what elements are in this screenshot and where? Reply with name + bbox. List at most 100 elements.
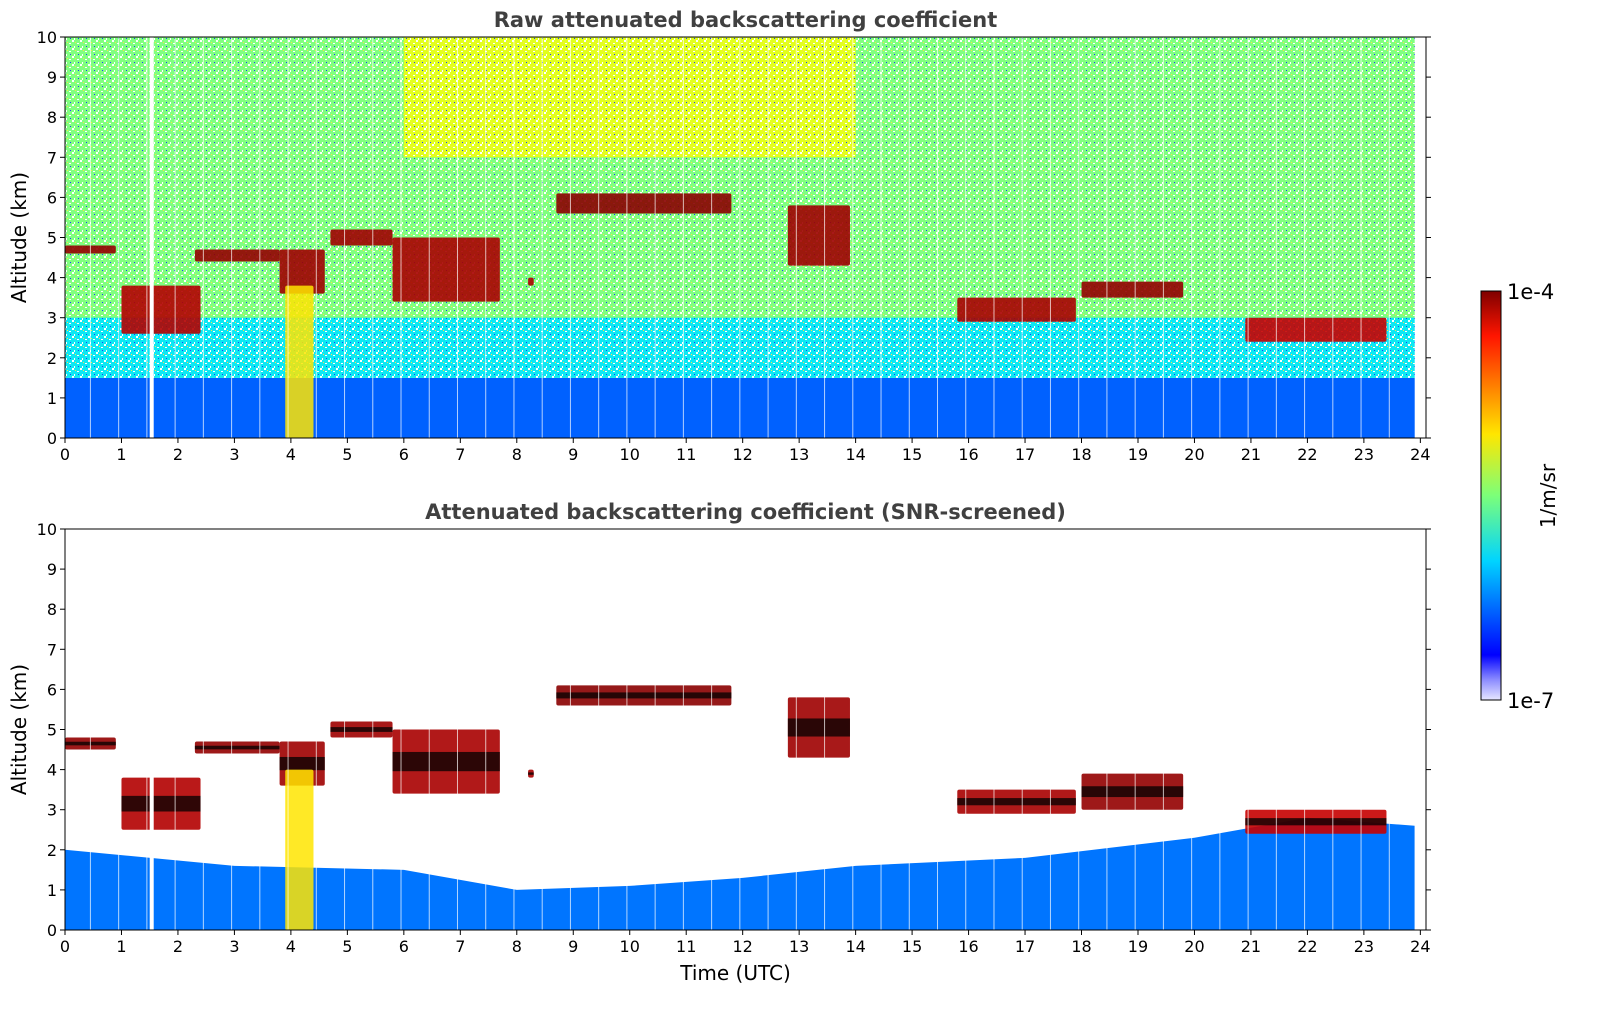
x-tick-label: 18 — [1071, 937, 1091, 956]
x-tick-label: 1 — [116, 937, 126, 956]
y-tick-label: 3 — [47, 309, 57, 328]
y-tick-label: 0 — [47, 921, 57, 940]
x-tick-label: 19 — [1128, 937, 1148, 956]
x-tick-label: 20 — [1184, 937, 1204, 956]
data-gap — [149, 37, 154, 438]
colorbar-min-label: 1e-7 — [1507, 689, 1554, 713]
x-tick-label: 7 — [455, 445, 465, 464]
cloud-5-core — [330, 727, 393, 732]
x-tick-label: 1 — [116, 445, 126, 464]
x-tick-label: 21 — [1241, 445, 1261, 464]
cloud-4 — [279, 249, 325, 294]
x-tick-label: 2 — [173, 445, 183, 464]
y-tick-label: 9 — [47, 68, 57, 87]
x-tick-label: 11 — [676, 445, 696, 464]
chart-title: Raw attenuated backscattering coefficien… — [494, 8, 998, 32]
x-tick-label: 10 — [620, 445, 640, 464]
y-tick-label: 2 — [47, 841, 57, 860]
x-tick-label: 23 — [1354, 445, 1374, 464]
y-tick-label: 7 — [47, 640, 57, 659]
y-tick-label: 8 — [47, 108, 57, 127]
x-tick-label: 20 — [1184, 445, 1204, 464]
y-axis-label: Altitude (km) — [7, 172, 31, 303]
x-tick-label: 24 — [1410, 937, 1430, 956]
x-tick-label: 15 — [902, 937, 922, 956]
y-tick-label: 1 — [47, 881, 57, 900]
x-tick-label: 17 — [1015, 445, 1035, 464]
y-tick-label: 8 — [47, 600, 57, 619]
cloud-9 — [787, 205, 850, 266]
data-gap — [149, 529, 154, 930]
cloud-3-core — [194, 745, 280, 750]
y-tick-label: 5 — [47, 229, 57, 248]
x-tick-label: 15 — [902, 445, 922, 464]
x-tick-label: 5 — [342, 445, 352, 464]
y-tick-label: 6 — [47, 188, 57, 207]
y-tick-label: 3 — [47, 801, 57, 820]
colorbar-label: 1/m/sr — [1536, 463, 1560, 528]
x-axis-label: Time (UTC) — [679, 961, 791, 985]
cloud-12-core — [1245, 818, 1387, 826]
panel-2: Attenuated backscattering coefficient (S… — [7, 500, 1431, 985]
y-tick-label: 2 — [47, 349, 57, 368]
x-tick-label: 23 — [1354, 937, 1374, 956]
cloud-11-core — [1081, 786, 1184, 798]
x-tick-label: 9 — [568, 937, 578, 956]
x-tick-label: 6 — [399, 937, 409, 956]
cloud-11 — [1081, 281, 1184, 298]
x-tick-label: 8 — [512, 937, 522, 956]
cloud-6 — [392, 237, 500, 302]
x-tick-label: 6 — [399, 445, 409, 464]
cloud-4-core — [279, 756, 325, 771]
y-tick-label: 10 — [37, 28, 57, 47]
x-tick-label: 7 — [455, 937, 465, 956]
y-tick-label: 9 — [47, 560, 57, 579]
x-tick-label: 13 — [789, 445, 809, 464]
boundary-layer — [65, 377, 1421, 438]
x-tick-label: 13 — [789, 937, 809, 956]
precipitation-shaft — [285, 285, 314, 438]
cloud-10-core — [957, 798, 1076, 806]
y-tick-label: 10 — [37, 520, 57, 539]
cloud-3 — [194, 249, 280, 262]
cloud-8 — [556, 193, 732, 214]
cloud-8-core — [556, 692, 732, 699]
x-tick-label: 5 — [342, 937, 352, 956]
y-tick-label: 4 — [47, 761, 57, 780]
cloud-2-core — [121, 795, 201, 812]
y-tick-label: 7 — [47, 148, 57, 167]
x-tick-label: 4 — [286, 937, 296, 956]
y-axis-label: Altitude (km) — [7, 664, 31, 795]
x-tick-label: 10 — [620, 937, 640, 956]
x-tick-label: 24 — [1410, 445, 1430, 464]
x-tick-label: 8 — [512, 445, 522, 464]
x-tick-label: 14 — [845, 445, 865, 464]
colorbar: 1e-4 1e-7 1/m/sr — [1480, 280, 1560, 713]
x-tick-label: 17 — [1015, 937, 1035, 956]
end-of-data — [1414, 529, 1426, 930]
x-tick-label: 18 — [1071, 445, 1091, 464]
y-tick-label: 5 — [47, 721, 57, 740]
y-tick-label: 4 — [47, 269, 57, 288]
cloud-5 — [330, 229, 393, 246]
cloud-12 — [1245, 317, 1387, 342]
panel-1: Raw attenuated backscattering coefficien… — [7, 8, 1431, 464]
plot-area-1 — [65, 37, 1426, 438]
x-tick-label: 11 — [676, 937, 696, 956]
x-tick-label: 22 — [1297, 445, 1317, 464]
cloud-2 — [121, 285, 201, 334]
x-tick-label: 19 — [1128, 445, 1148, 464]
x-tick-label: 16 — [958, 445, 978, 464]
x-tick-label: 12 — [732, 937, 752, 956]
cloud-7-core — [528, 772, 534, 775]
y-tick-label: 1 — [47, 389, 57, 408]
plot-area-2 — [65, 529, 1426, 930]
cloud-9-core — [787, 718, 850, 737]
y-tick-label: 0 — [47, 429, 57, 448]
colorbar-max-label: 1e-4 — [1507, 280, 1554, 304]
boundary-layer — [65, 817, 1415, 930]
x-tick-label: 21 — [1241, 937, 1261, 956]
precipitation-shaft — [285, 769, 314, 930]
end-of-data — [1414, 37, 1426, 438]
